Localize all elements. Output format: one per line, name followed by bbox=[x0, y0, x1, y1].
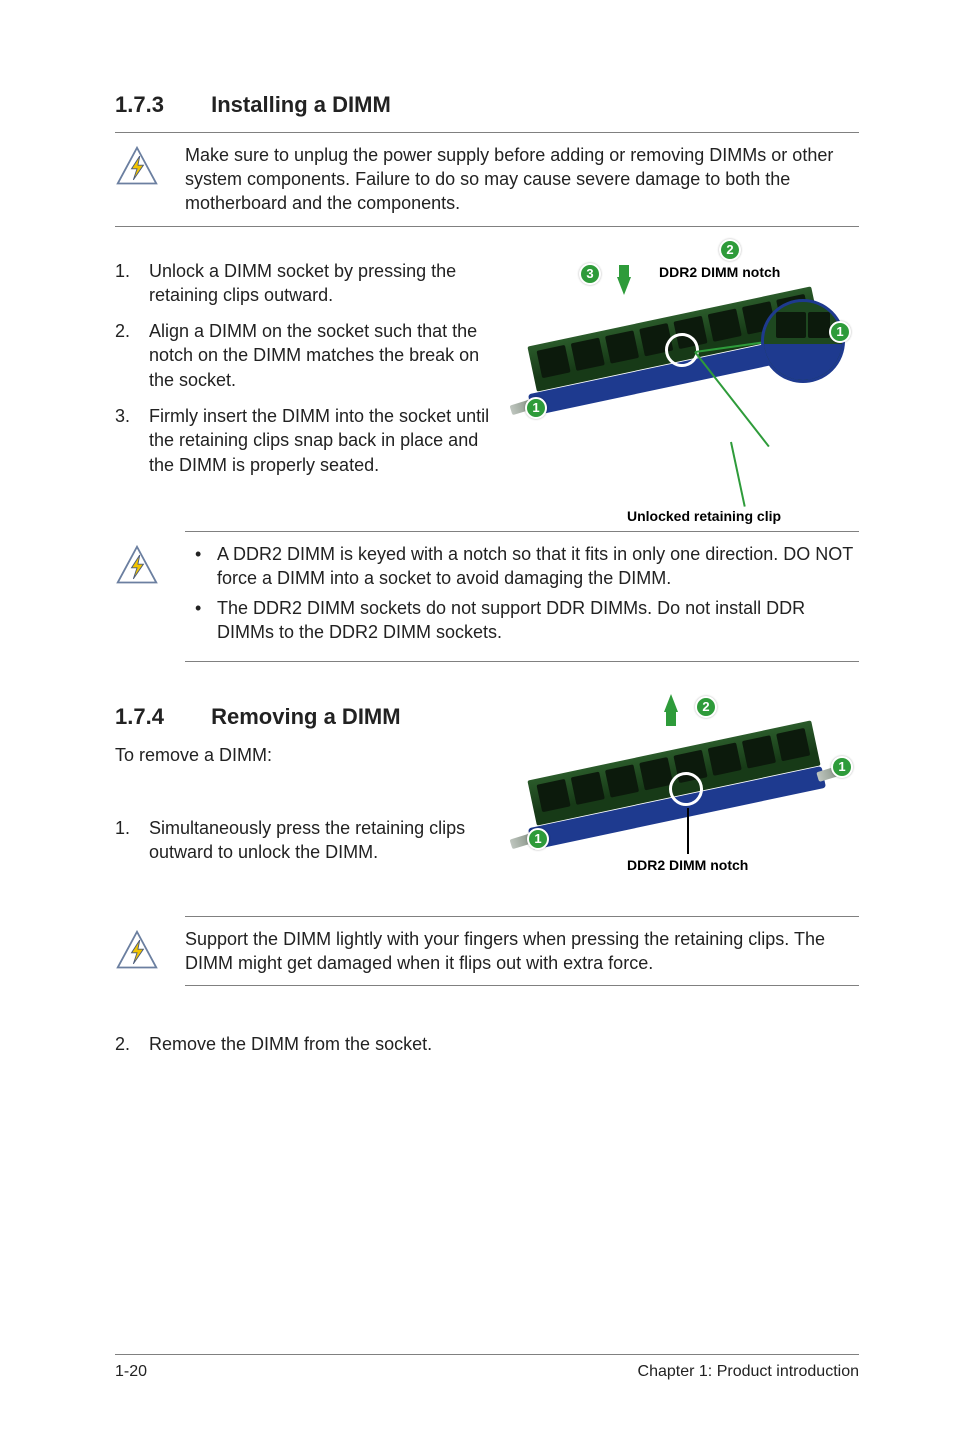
step-text: Align a DIMM on the socket such that the… bbox=[149, 319, 491, 392]
divider bbox=[185, 916, 859, 917]
arrow-up-icon bbox=[664, 694, 678, 712]
divider bbox=[185, 531, 859, 532]
badge-1-left: 1 bbox=[525, 397, 547, 419]
heading-173: 1.7.3 Installing a DIMM bbox=[115, 90, 859, 120]
remove-steps-cont: 2. Remove the DIMM from the socket. bbox=[115, 1032, 859, 1056]
note-text: The DDR2 DIMM sockets do not support DDR… bbox=[217, 596, 859, 645]
clip-label: Unlocked retaining clip bbox=[627, 507, 781, 526]
remove-steps: 1. Simultaneously press the retaining cl… bbox=[115, 816, 491, 865]
warning-block-1: Make sure to unplug the power supply bef… bbox=[115, 143, 859, 216]
section-number: 1.7.3 bbox=[115, 90, 205, 120]
badge-3: 3 bbox=[579, 263, 601, 285]
install-figure: 3 2 DDR2 DIMM notch 1 1 bbox=[509, 241, 859, 531]
step-number: 3. bbox=[115, 404, 149, 477]
intro-text: To remove a DIMM: bbox=[115, 743, 491, 767]
badge-1-left: 1 bbox=[527, 828, 549, 850]
bullet-icon: • bbox=[185, 542, 217, 591]
step-text: Simultaneously press the retaining clips… bbox=[149, 816, 491, 865]
note-text: A DDR2 DIMM is keyed with a notch so tha… bbox=[217, 542, 859, 591]
step-number: 1. bbox=[115, 816, 149, 865]
page-number: 1-20 bbox=[115, 1361, 147, 1383]
remove-row: 1.7.4 Removing a DIMM To remove a DIMM: … bbox=[115, 702, 859, 902]
badge-2: 2 bbox=[719, 239, 741, 261]
section-number: 1.7.4 bbox=[115, 702, 205, 732]
note-item: • The DDR2 DIMM sockets do not support D… bbox=[185, 596, 859, 645]
step-2: 2. Remove the DIMM from the socket. bbox=[115, 1032, 859, 1056]
warning-block-2: • A DDR2 DIMM is keyed with a notch so t… bbox=[115, 542, 859, 651]
warning-block-3: Support the DIMM lightly with your finge… bbox=[115, 927, 859, 976]
badge-1-right: 1 bbox=[831, 756, 853, 778]
step-number: 2. bbox=[115, 1032, 149, 1056]
install-steps: 1. Unlock a DIMM socket by pressing the … bbox=[115, 259, 491, 477]
notch-label: DDR2 DIMM notch bbox=[627, 856, 748, 875]
remove-figure: 2 1 1 DDR2 DIMM notch bbox=[509, 702, 859, 902]
step-1: 1. Unlock a DIMM socket by pressing the … bbox=[115, 259, 491, 308]
page-footer: 1-20 Chapter 1: Product introduction bbox=[115, 1354, 859, 1383]
install-row: 1. Unlock a DIMM socket by pressing the … bbox=[115, 241, 859, 531]
lightning-icon bbox=[115, 143, 185, 189]
warning-text: Make sure to unplug the power supply bef… bbox=[185, 143, 859, 216]
badge-2: 2 bbox=[695, 696, 717, 718]
step-1: 1. Simultaneously press the retaining cl… bbox=[115, 816, 491, 865]
step-number: 1. bbox=[115, 259, 149, 308]
section-title: Installing a DIMM bbox=[211, 92, 391, 117]
step-text: Remove the DIMM from the socket. bbox=[149, 1032, 859, 1056]
step-2: 2. Align a DIMM on the socket such that … bbox=[115, 319, 491, 392]
leader-line bbox=[730, 441, 746, 506]
heading-174: 1.7.4 Removing a DIMM bbox=[115, 702, 491, 732]
section-title: Removing a DIMM bbox=[211, 704, 400, 729]
step-3: 3. Firmly insert the DIMM into the socke… bbox=[115, 404, 491, 477]
warning-text: Support the DIMM lightly with your finge… bbox=[185, 927, 859, 976]
leader-line bbox=[687, 808, 689, 854]
chapter-title: Chapter 1: Product introduction bbox=[638, 1361, 859, 1383]
step-text: Firmly insert the DIMM into the socket u… bbox=[149, 404, 491, 477]
arrow-down-icon bbox=[617, 277, 631, 295]
lightning-icon bbox=[115, 927, 185, 973]
bullet-icon: • bbox=[185, 596, 217, 645]
lightning-icon bbox=[115, 542, 185, 588]
note-list: • A DDR2 DIMM is keyed with a notch so t… bbox=[185, 542, 859, 645]
notch-label: DDR2 DIMM notch bbox=[659, 263, 780, 282]
note-item: • A DDR2 DIMM is keyed with a notch so t… bbox=[185, 542, 859, 591]
step-text: Unlock a DIMM socket by pressing the ret… bbox=[149, 259, 491, 308]
step-number: 2. bbox=[115, 319, 149, 392]
badge-1-right: 1 bbox=[829, 321, 851, 343]
divider bbox=[115, 132, 859, 133]
